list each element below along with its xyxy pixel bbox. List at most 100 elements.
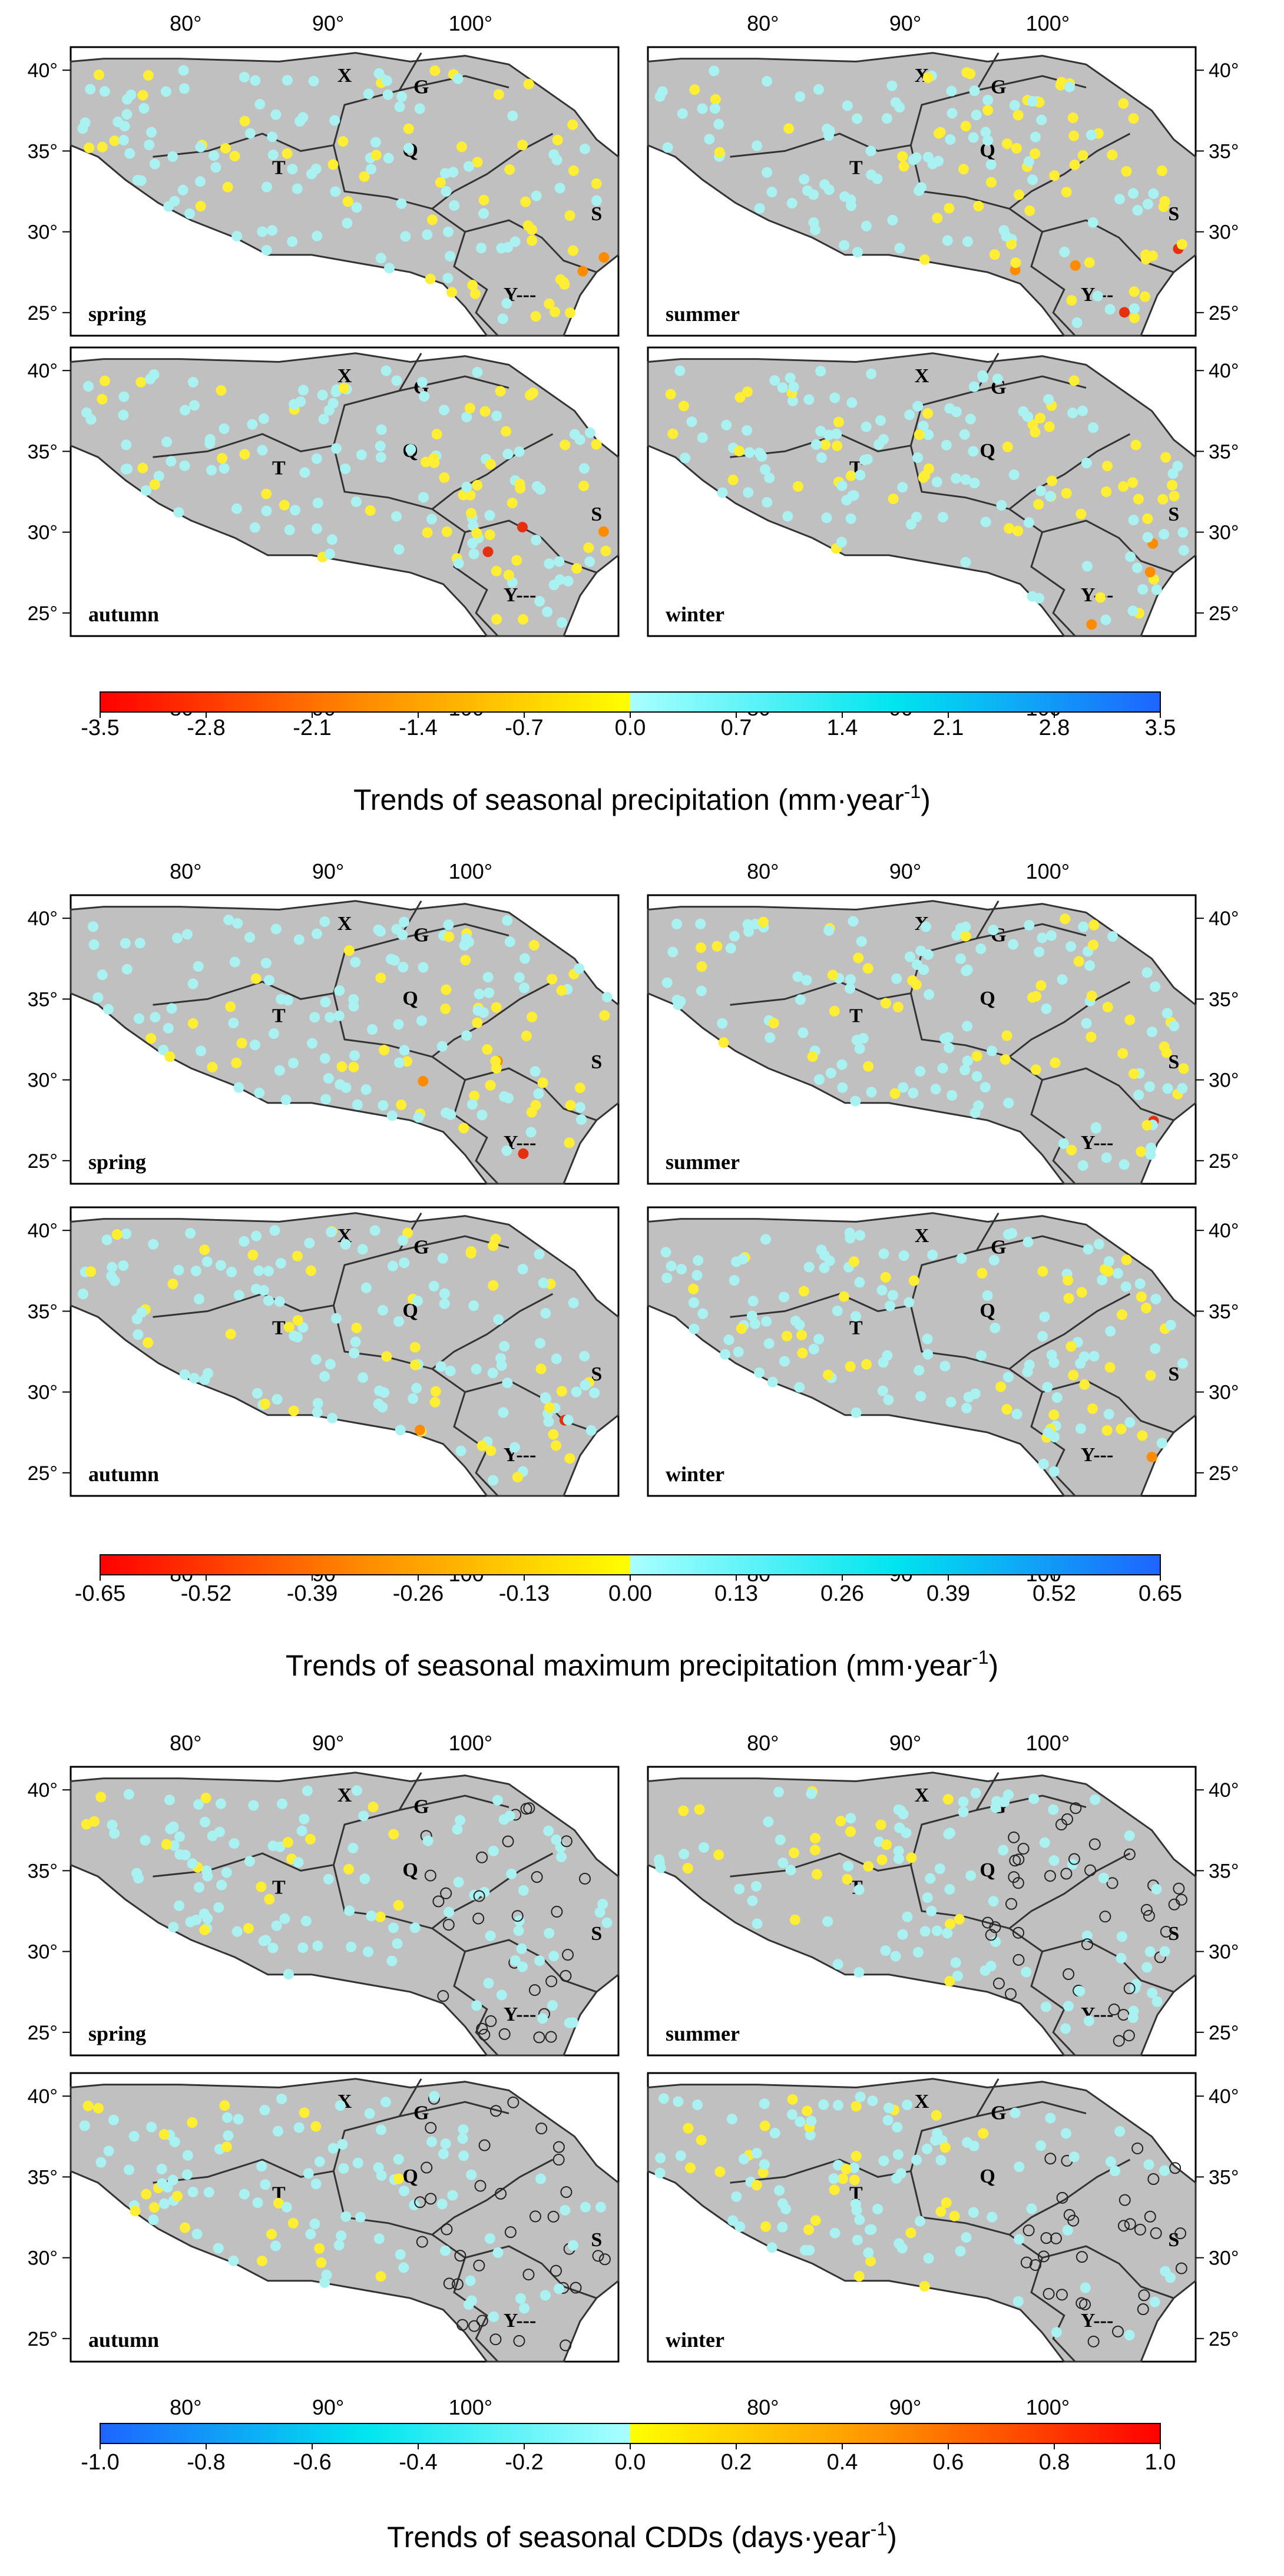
station-marker (219, 463, 230, 474)
station-marker (544, 298, 555, 309)
station-marker (854, 1277, 865, 1288)
region-label-y: Y--- (1081, 1132, 1113, 1154)
station-marker (825, 1068, 836, 1079)
region-border (975, 2078, 1000, 2117)
station-marker (338, 2163, 349, 2174)
lat-tick-label: 40° (28, 1779, 58, 1802)
station-marker (1048, 1804, 1059, 1815)
station-marker (794, 1382, 805, 1393)
lat-tick-label: 25° (1209, 1150, 1239, 1173)
station-marker (937, 1062, 948, 1074)
station-marker (679, 1849, 690, 1860)
station-marker (969, 478, 980, 489)
station-marker (229, 151, 240, 162)
station-marker (1056, 77, 1067, 88)
station-marker (980, 516, 991, 528)
region-label-y: Y--- (1081, 2310, 1113, 2332)
station-marker (1003, 1372, 1014, 1383)
station-marker (319, 916, 330, 927)
station-marker (375, 253, 386, 264)
station-marker (540, 1307, 551, 1319)
lat-tick-label: 35° (1209, 988, 1239, 1011)
station-marker (194, 1882, 205, 1893)
station-marker (202, 1368, 213, 1379)
station-marker (810, 439, 822, 450)
station-marker (1156, 1438, 1167, 1449)
station-marker (187, 978, 198, 989)
station-marker (306, 168, 317, 180)
station-marker (1068, 2151, 1080, 2163)
station-marker (367, 1024, 378, 1035)
station-marker (527, 224, 538, 235)
station-marker (1068, 1853, 1080, 1865)
station-marker (251, 1388, 263, 1399)
lat-tick-label: 30° (1209, 221, 1239, 244)
station-marker (1128, 113, 1139, 124)
station-marker (503, 569, 514, 581)
station-marker (709, 103, 720, 114)
station-marker (172, 2190, 183, 2201)
station-marker (1144, 1081, 1155, 1092)
station-marker (560, 439, 571, 451)
station-marker (1092, 290, 1103, 302)
station-marker (845, 983, 856, 994)
station-marker (926, 1905, 937, 1916)
station-marker (904, 409, 915, 420)
colorbar (100, 1554, 1161, 1575)
station-marker (761, 1316, 772, 1327)
station-marker (662, 142, 673, 153)
station-marker (99, 86, 110, 97)
station-marker (167, 1279, 178, 1290)
station-marker (829, 2184, 840, 2196)
station-marker (244, 932, 256, 943)
station-marker (391, 375, 402, 386)
station-marker (704, 134, 715, 145)
station-marker (914, 1365, 925, 1376)
station-marker (1028, 1793, 1040, 1804)
station-marker (412, 1295, 423, 1306)
station-marker (472, 1912, 485, 1925)
station-marker (1151, 1996, 1163, 2007)
station-marker (329, 115, 340, 126)
station-marker (1088, 939, 1099, 951)
station-marker (890, 1951, 901, 1962)
station-marker (470, 288, 481, 299)
station-marker (458, 489, 469, 501)
station-marker (1150, 1293, 1161, 1304)
lat-tick-label: 40° (1209, 59, 1239, 82)
station-marker (863, 1861, 874, 1872)
station-marker (440, 1887, 452, 1899)
station-marker (1159, 1946, 1170, 1957)
station-marker (955, 953, 966, 964)
region-label-t: T (272, 1317, 286, 1339)
station-marker (846, 397, 858, 408)
station-marker (985, 1929, 997, 1941)
station-marker (393, 1900, 404, 1911)
station-marker (1075, 508, 1087, 519)
lat-tick-label: 40° (28, 59, 58, 82)
station-marker (1110, 2166, 1121, 2177)
station-marker (223, 915, 234, 926)
lon-tick-label: 80° (170, 11, 201, 35)
station-marker (387, 1260, 398, 1272)
station-marker (935, 2206, 947, 2217)
station-marker (421, 456, 432, 468)
station-marker (901, 1827, 912, 1839)
station-marker (743, 926, 754, 937)
region-border (332, 433, 554, 511)
station-marker (225, 1001, 236, 1012)
station-marker (1178, 545, 1189, 556)
station-marker (1113, 2035, 1125, 2047)
station-marker (1037, 932, 1048, 943)
station-marker (319, 1371, 330, 1382)
station-marker (342, 196, 353, 207)
station-marker (1124, 2218, 1136, 2230)
lat-tick-label: 40° (28, 1220, 58, 1242)
station-marker (531, 190, 542, 201)
station-marker (511, 1910, 524, 1922)
station-marker (177, 184, 188, 196)
station-marker (1137, 584, 1149, 595)
station-marker (654, 1854, 665, 1865)
station-marker (1012, 110, 1024, 121)
station-marker (580, 143, 591, 154)
